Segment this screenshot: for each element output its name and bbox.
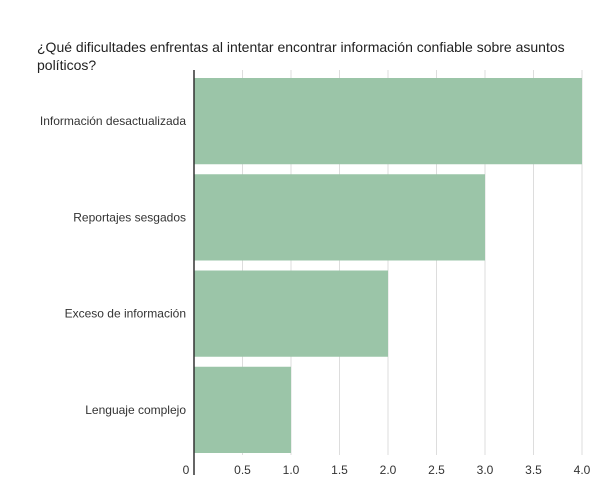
- category-label: Reportajes sesgados: [73, 210, 186, 224]
- category-label: Lenguaje complejo: [85, 403, 186, 417]
- chart-title: ¿Qué dificultades enfrentas al intentar …: [37, 39, 565, 73]
- x-tick-label: 2.0: [380, 463, 397, 477]
- x-tick-label: 1.5: [331, 463, 348, 477]
- bars: [194, 78, 582, 453]
- x-tick-label: 2.5: [428, 463, 445, 477]
- x-tick-label: 3.5: [525, 463, 542, 477]
- x-tick-label: 3.0: [477, 463, 494, 477]
- bar[interactable]: [194, 366, 291, 453]
- x-tick-labels: 0 0.5 1.0 1.5 2.0 2.5 3.0 3.5 4.0: [183, 463, 591, 477]
- x-tick-label: 1.0: [283, 463, 300, 477]
- category-label: Información desactualizada: [40, 114, 186, 128]
- x-tick-label: 0.5: [234, 463, 251, 477]
- x-tick-label: 4.0: [574, 463, 591, 477]
- category-label: Exceso de información: [65, 307, 186, 321]
- x-tick-label: 0: [183, 463, 190, 477]
- category-labels: Información desactualizada Reportajes ses…: [40, 114, 186, 417]
- bar[interactable]: [194, 174, 485, 261]
- bar[interactable]: [194, 78, 582, 165]
- bar[interactable]: [194, 270, 388, 357]
